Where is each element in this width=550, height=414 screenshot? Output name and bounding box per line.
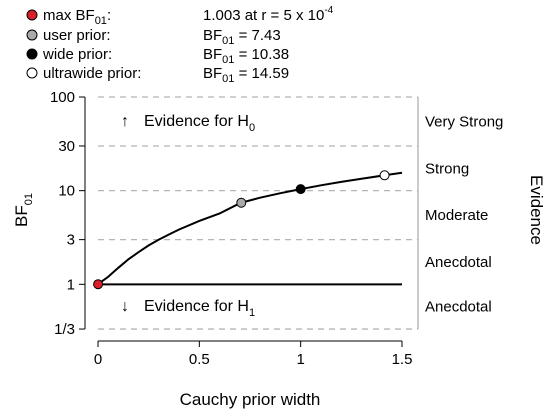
y-tick-label-3: 10	[58, 183, 75, 200]
annotation-h0: ↑ Evidence for H0	[121, 113, 255, 134]
legend-item-ultrawide: ultrawide prior: BF01 = 14.59	[26, 65, 289, 85]
arrow-down-icon: ↓	[121, 298, 129, 315]
y-tick-label-4: 30	[58, 138, 75, 155]
point-ultrawide	[379, 170, 390, 181]
svg-text:BF01 = 14.59: BF01 = 14.59	[203, 65, 289, 85]
evidence-category-0: Very Strong	[425, 113, 503, 130]
point-user	[236, 197, 247, 208]
legend-item-wide: wide prior: BF01 = 10.38	[26, 46, 289, 66]
series	[97, 171, 403, 286]
arrow-up-icon: ↑	[121, 113, 129, 130]
svg-text:BF01 = 10.38: BF01 = 10.38	[203, 46, 289, 66]
annotation-h0-text: Evidence for H0	[144, 113, 255, 134]
axes: 1/3 1 3 10 30 100 0 0.5 1 1.5	[50, 89, 419, 368]
legend-label-ultrawide: ultrawide prior:	[43, 65, 141, 82]
prior-points	[93, 170, 390, 290]
legend-value-wide-suffix: = 10.38	[234, 46, 289, 63]
legend-value-user: BF	[203, 27, 222, 44]
svg-text:BF01 = 7.43: BF01 = 7.43	[203, 27, 281, 47]
legend-value-wide-sub: 01	[222, 54, 234, 66]
svg-text:max BF01:: max BF01:	[43, 7, 111, 27]
annotation-h1-text: Evidence for H1	[144, 298, 255, 319]
legend-marker-ultrawide	[26, 67, 38, 79]
legend-value-ultrawide: BF	[203, 65, 222, 82]
point-wide	[295, 184, 306, 195]
gridlines	[98, 96, 418, 330]
y-tick-label-1: 1	[67, 276, 75, 293]
evidence-category-4: Anecdotal	[425, 299, 492, 316]
x-tick-label-3: 1.5	[392, 351, 413, 368]
y-tick-label-2: 3	[67, 232, 75, 249]
x-tick-label-2: 1	[296, 351, 304, 368]
legend-value-user-sub: 01	[222, 35, 234, 47]
point-max	[93, 279, 104, 290]
legend-item-user: user prior: BF01 = 7.43	[26, 27, 281, 47]
legend-value-wide: BF	[203, 46, 222, 63]
legend-value-max-sup: -4	[324, 5, 333, 16]
y-axis-label: BF01	[12, 193, 35, 227]
right-axis-label: Evidence	[527, 175, 546, 245]
legend-value-ultrawide-suffix: = 14.59	[234, 65, 289, 82]
x-tick-label-1: 0.5	[189, 351, 210, 368]
legend-value-max: 1.003 at r = 5 x 10	[203, 7, 324, 24]
evidence-categories: Very Strong Strong Moderate Anecdotal Anecdo…	[425, 113, 503, 315]
svg-text:1.003 at r = 5 x 10-4: 1.003 at r = 5 x 10-4	[203, 5, 334, 24]
y-tick-label-5: 100	[50, 89, 75, 106]
legend-value-ultrawide-sub: 01	[222, 73, 234, 85]
annotation-h1: ↓ Evidence for H1	[121, 298, 255, 319]
bf-curve-0	[97, 171, 403, 286]
legend-marker-wide	[26, 48, 38, 60]
x-axis-label: Cauchy prior width	[180, 390, 321, 409]
legend-marker-user	[26, 29, 38, 41]
legend-label-max: max BF	[43, 7, 95, 24]
legend-marker-max	[26, 9, 38, 21]
legend: max BF01: 1.003 at r = 5 x 10-4 user pri…	[26, 5, 334, 85]
legend-value-user-suffix: = 7.43	[234, 27, 280, 44]
legend-label-max-suffix: :	[107, 7, 111, 24]
evidence-category-2: Moderate	[425, 207, 488, 224]
legend-item-max: max BF01: 1.003 at r = 5 x 10-4	[26, 5, 334, 27]
legend-label-user: user prior:	[43, 27, 111, 44]
legend-label-wide: wide prior:	[42, 46, 112, 63]
legend-label-max-sub: 01	[95, 15, 107, 27]
evidence-category-1: Strong	[425, 160, 469, 177]
y-tick-label-0: 1/3	[54, 321, 75, 338]
x-tick-label-0: 0	[94, 351, 102, 368]
evidence-category-3: Anecdotal	[425, 254, 492, 271]
